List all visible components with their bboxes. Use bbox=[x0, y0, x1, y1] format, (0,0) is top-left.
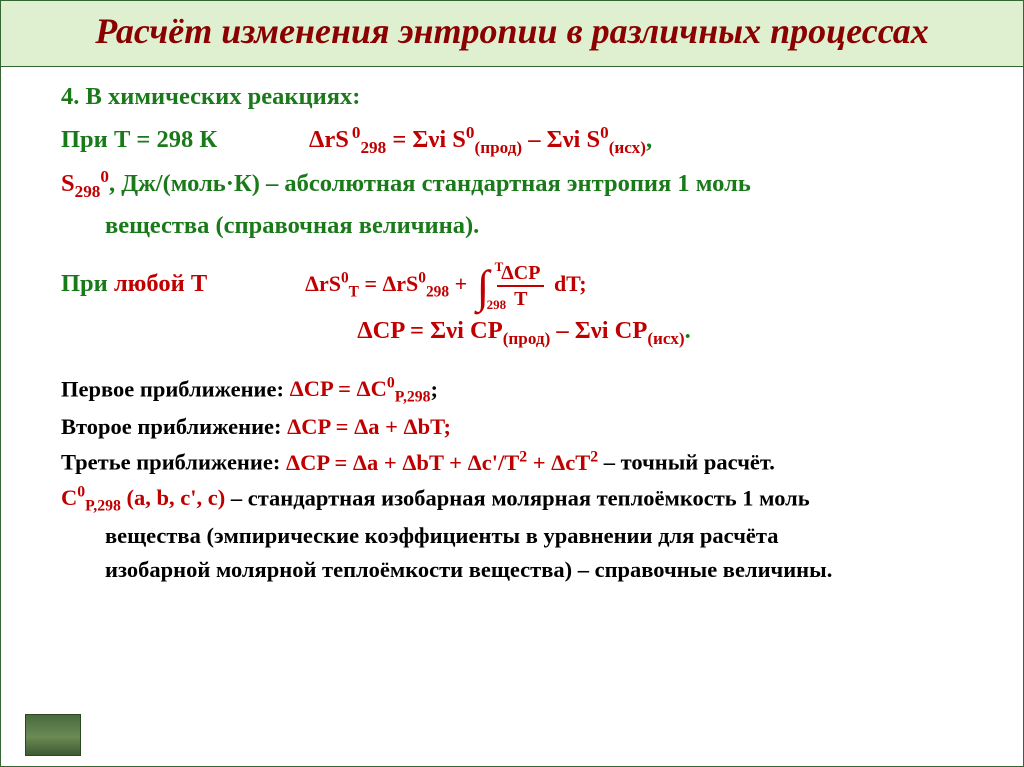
temp-298: Т = 298 К bbox=[114, 126, 217, 153]
approx-3: Третье приближение: ΔCP = Δa + ΔbT + Δc'… bbox=[61, 446, 987, 478]
spacer bbox=[61, 249, 987, 263]
line-s298-def-2: вещества (справочная величина). bbox=[61, 210, 987, 243]
approx-2: Второе приближение: ΔCP = Δa + ΔbT; bbox=[61, 412, 987, 442]
s298-symbol: S2980 bbox=[61, 170, 109, 197]
eq1: ΔrS 0298 = Σνi S0(прод) – Σνi S0(исх) bbox=[309, 126, 646, 153]
eq-integral: ΔrS0T = ΔrS0298 + ∫ T 298 ΔCP T dT; bbox=[305, 271, 586, 296]
slide-title: Расчёт изменения энтропии в различных пр… bbox=[31, 11, 993, 52]
line-c0-def: C0P,298 (a, b, c', c) – стандартная изоб… bbox=[61, 482, 987, 517]
eq-cp: ΔCP = Σνi CP(прод) – Σνi CP(исх). bbox=[61, 315, 987, 351]
slide-container: Расчёт изменения энтропии в различных пр… bbox=[0, 0, 1024, 767]
line-s298-def: S2980, Дж/(моль·К) – абсолютная стандарт… bbox=[61, 166, 987, 204]
line-anyT: При любой Т ΔrS0T = ΔrS0298 + ∫ T 298 ΔC… bbox=[61, 263, 987, 309]
line-c0-def-2: вещества (эмпирические коэффициенты в ур… bbox=[61, 521, 987, 551]
line-c0-def-3: изобарной молярной теплоёмкости вещества… bbox=[61, 555, 987, 585]
title-box: Расчёт изменения энтропии в различных пр… bbox=[1, 1, 1023, 67]
thumbnail-icon bbox=[25, 714, 81, 756]
integral-icon: ∫ T 298 ΔCP T bbox=[473, 263, 549, 309]
spacer bbox=[61, 363, 987, 373]
line-t298: При Т = 298 К ΔrS 0298 = Σνi S0(прод) – … bbox=[61, 122, 987, 160]
label-at: При bbox=[61, 126, 114, 153]
content-area: 4. В химических реакциях: При Т = 298 К … bbox=[1, 67, 1023, 599]
section-heading: 4. В химических реакциях: bbox=[61, 81, 987, 114]
approx-1: Первое приближение: ΔCP = ΔC0P,298; bbox=[61, 373, 987, 408]
